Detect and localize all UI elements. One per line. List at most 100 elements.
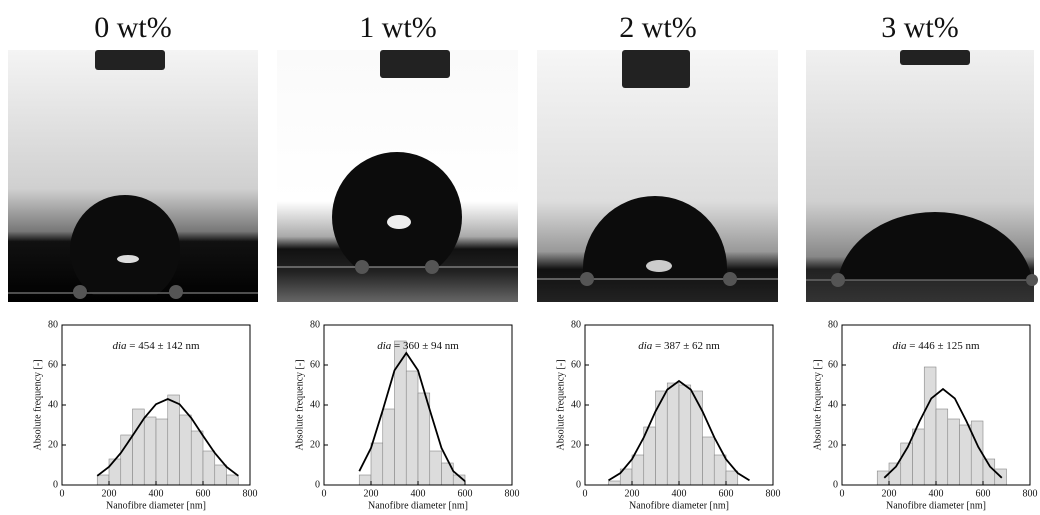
bar xyxy=(96,474,110,486)
x-tick-label: 200 xyxy=(364,488,379,499)
x-tick-label: 400 xyxy=(672,488,687,499)
photo xyxy=(8,50,258,302)
panel-title: 0 wt% xyxy=(94,11,172,44)
photo xyxy=(277,50,518,302)
bar xyxy=(690,390,703,486)
y-axis-label: Absolute frequency [-] xyxy=(294,359,305,450)
x-tick-label: 200 xyxy=(882,488,897,499)
bar xyxy=(179,414,192,486)
bar xyxy=(370,442,384,486)
x-tick-label: 200 xyxy=(625,488,640,499)
annotation-value: = 360 ± 94 nm xyxy=(394,340,459,352)
x-tick-label: 800 xyxy=(1023,488,1038,499)
bar xyxy=(947,418,960,486)
bar xyxy=(725,470,739,486)
annotation: dia = 446 ± 125 nm xyxy=(892,340,980,352)
bar xyxy=(982,458,996,486)
bar xyxy=(143,416,157,486)
bar xyxy=(923,366,937,486)
bar xyxy=(214,464,227,486)
y-tick-label: 80 xyxy=(310,319,320,330)
x-tick-label: 0 xyxy=(322,488,327,499)
x-tick-label: 0 xyxy=(583,488,588,499)
x-tick-label: 0 xyxy=(60,488,65,499)
x-tick-label: 200 xyxy=(102,488,117,499)
bar xyxy=(631,454,645,486)
y-tick-label: 20 xyxy=(828,439,838,450)
y-tick-label: 0 xyxy=(833,479,838,490)
bar xyxy=(876,470,890,486)
x-tick-label: 600 xyxy=(719,488,734,499)
y-tick-label: 60 xyxy=(828,359,838,370)
x-axis-label: Nanofibre diameter [nm] xyxy=(106,500,206,511)
photo xyxy=(537,50,778,302)
y-tick-label: 80 xyxy=(828,319,838,330)
annotation: dia = 360 ± 94 nm xyxy=(377,340,459,352)
bar xyxy=(120,434,133,486)
x-tick-label: 800 xyxy=(766,488,781,499)
y-axis-label: Absolute frequency [-] xyxy=(555,359,566,450)
bar xyxy=(405,370,419,486)
y-tick-label: 40 xyxy=(48,399,58,410)
y-tick-label: 80 xyxy=(571,319,581,330)
y-tick-label: 60 xyxy=(48,359,58,370)
bar xyxy=(382,408,395,486)
x-tick-label: 400 xyxy=(929,488,944,499)
y-tick-label: 0 xyxy=(315,479,320,490)
y-tick-label: 20 xyxy=(310,439,320,450)
annotation: dia = 387 ± 62 nm xyxy=(638,340,720,352)
bar xyxy=(608,480,621,486)
bar xyxy=(155,418,169,486)
y-tick-label: 20 xyxy=(571,439,581,450)
panel-title: 3 wt% xyxy=(881,11,959,44)
y-tick-label: 40 xyxy=(571,399,581,410)
y-tick-label: 80 xyxy=(48,319,58,330)
x-tick-label: 800 xyxy=(243,488,258,499)
x-tick-label: 600 xyxy=(976,488,991,499)
fit-curve xyxy=(358,351,466,482)
annotation: dia = 454 ± 142 nm xyxy=(112,340,200,352)
y-axis-label: Absolute frequency [-] xyxy=(812,359,823,450)
photo xyxy=(806,50,1038,302)
annotation-value: = 446 ± 125 nm xyxy=(909,340,980,352)
y-tick-label: 40 xyxy=(828,399,838,410)
panel-title: 2 wt% xyxy=(619,11,697,44)
fit-curve xyxy=(883,387,1003,479)
bar xyxy=(655,390,668,486)
annotation-variable: dia xyxy=(377,340,392,352)
y-tick-label: 20 xyxy=(48,439,58,450)
bar xyxy=(226,474,239,486)
x-axis-label: Nanofibre diameter [nm] xyxy=(886,500,986,511)
bar xyxy=(666,382,680,486)
bar xyxy=(702,436,715,486)
bar xyxy=(888,462,902,486)
annotation-variable: dia xyxy=(892,340,907,352)
x-tick-label: 600 xyxy=(458,488,473,499)
y-tick-label: 0 xyxy=(53,479,58,490)
x-axis-label: Nanofibre diameter [nm] xyxy=(368,500,468,511)
bar xyxy=(190,430,204,486)
bar xyxy=(713,454,727,486)
x-tick-label: 800 xyxy=(505,488,520,499)
x-tick-label: 400 xyxy=(149,488,164,499)
panel-title: 1 wt% xyxy=(359,11,437,44)
annotation-variable: dia xyxy=(112,340,127,352)
y-tick-label: 0 xyxy=(576,479,581,490)
bar xyxy=(678,384,692,486)
bar xyxy=(429,450,442,486)
fit-curve xyxy=(96,398,239,477)
bar xyxy=(202,450,216,486)
bar xyxy=(358,474,372,486)
bar xyxy=(108,458,122,486)
y-tick-label: 60 xyxy=(310,359,320,370)
bar xyxy=(912,428,925,486)
y-tick-label: 40 xyxy=(310,399,320,410)
x-tick-label: 0 xyxy=(840,488,845,499)
annotation-value: = 387 ± 62 nm xyxy=(655,340,720,352)
bar xyxy=(959,424,972,486)
x-tick-label: 600 xyxy=(196,488,211,499)
x-tick-label: 400 xyxy=(411,488,426,499)
y-tick-label: 60 xyxy=(571,359,581,370)
